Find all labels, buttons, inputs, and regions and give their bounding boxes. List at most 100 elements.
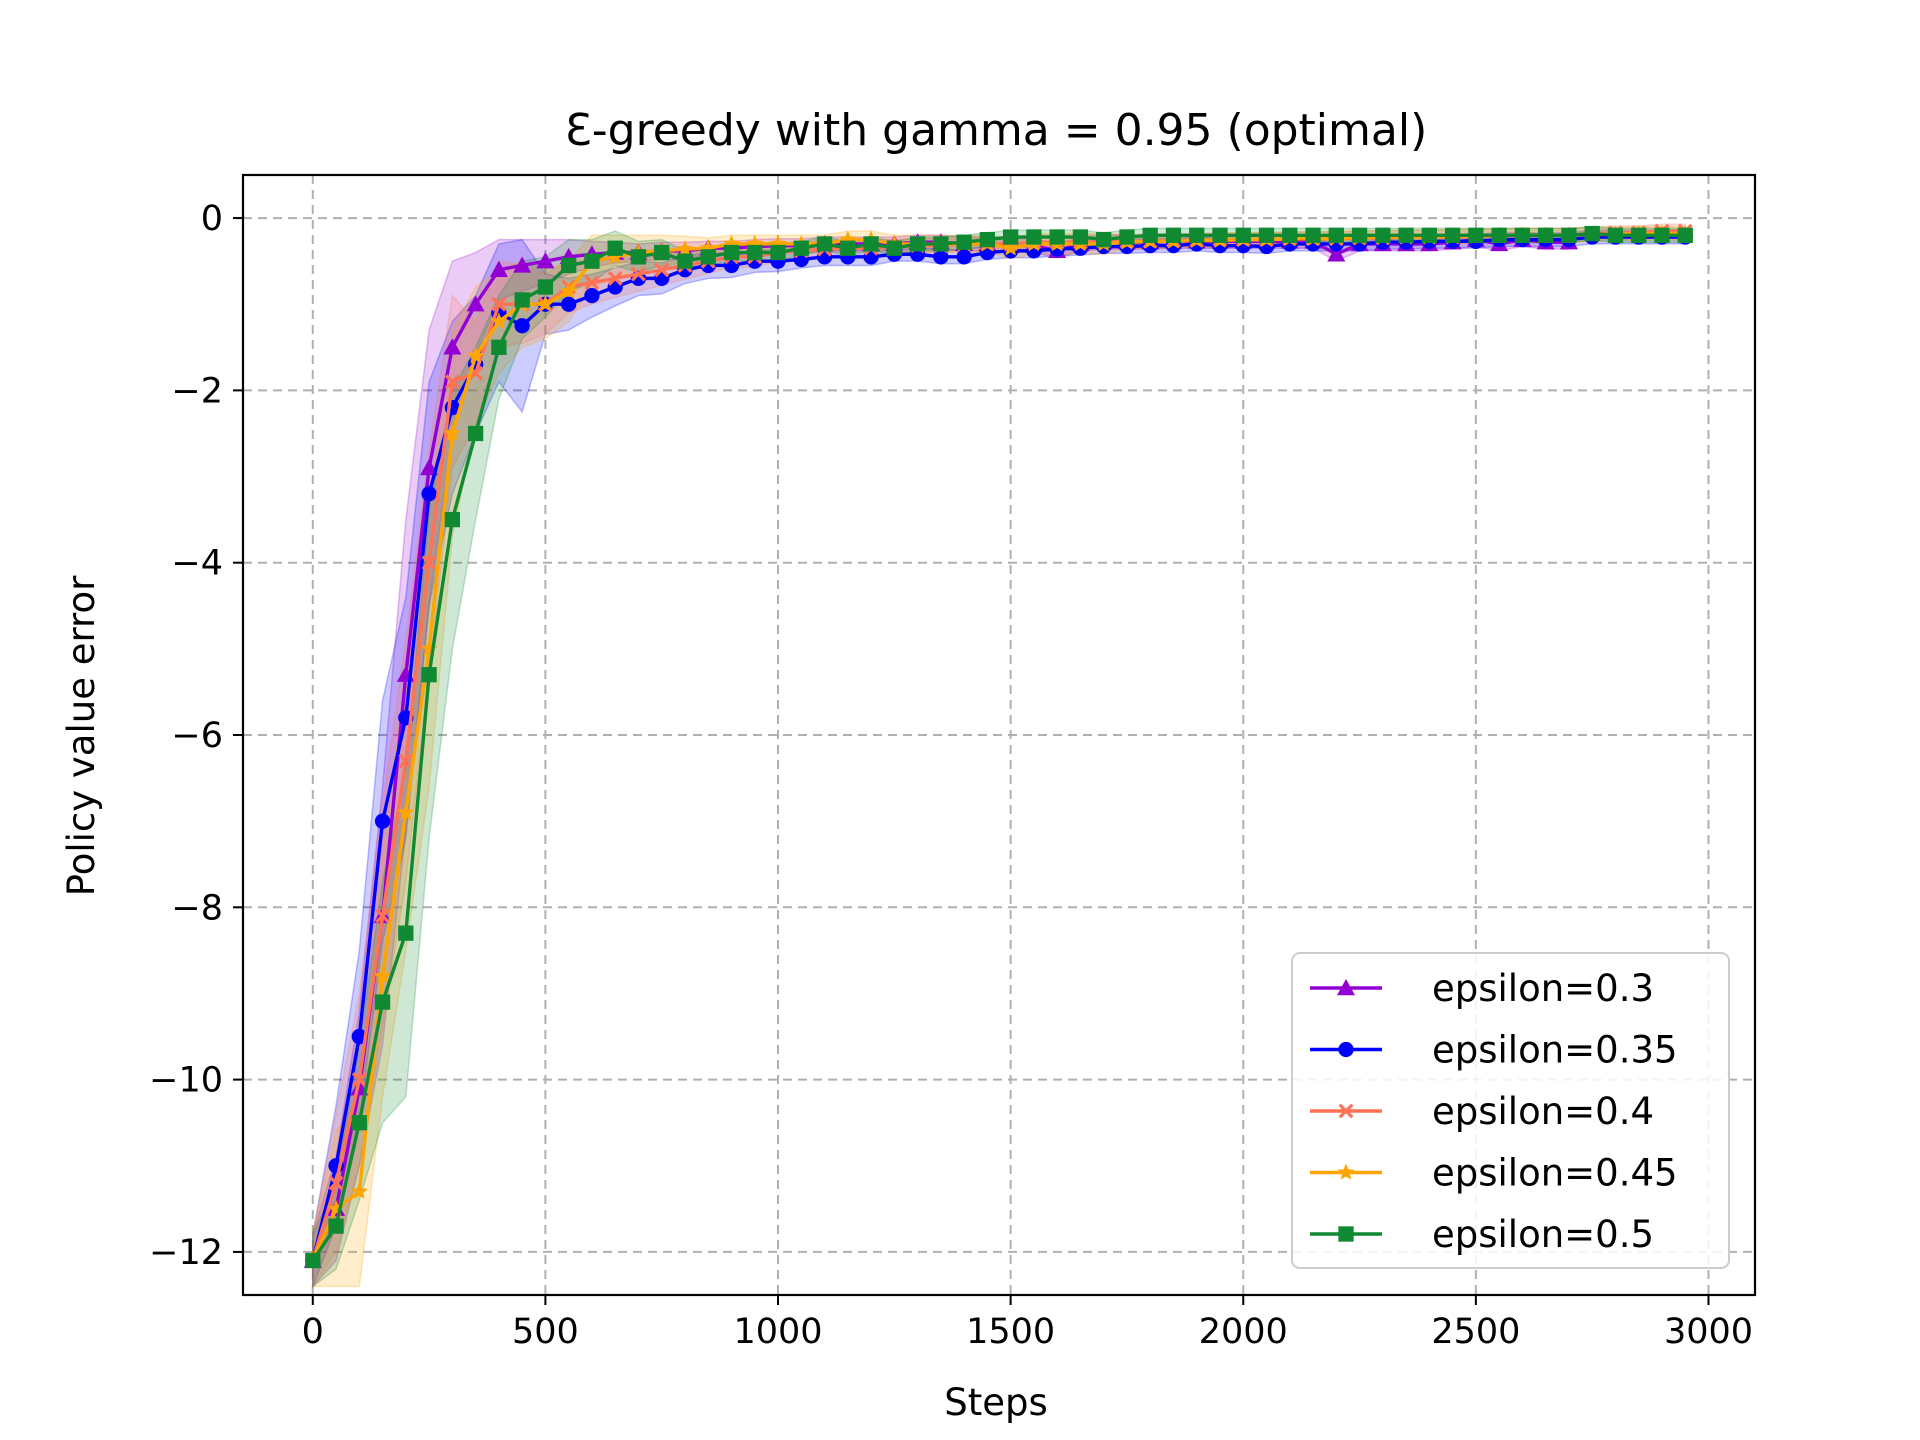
series-point xyxy=(654,244,670,261)
series-point xyxy=(467,425,484,442)
series-4 xyxy=(305,225,1693,1269)
legend-marker xyxy=(1338,1041,1354,1058)
series-point xyxy=(793,240,809,256)
x-tick-label: 1500 xyxy=(966,1312,1055,1352)
series-point xyxy=(840,240,856,256)
legend-item: epsilon=0.3 xyxy=(1310,967,1654,1010)
legend-marker xyxy=(1338,1103,1354,1119)
series-point xyxy=(677,253,693,269)
x-tick-label: 2500 xyxy=(1431,1312,1520,1352)
series-point xyxy=(1189,227,1205,243)
series-point xyxy=(1468,227,1484,243)
chart-title: Ɛ-greedy with gamma = 0.95 (optimal) xyxy=(565,105,1427,156)
series-point xyxy=(351,1072,367,1088)
series-point xyxy=(375,908,391,924)
series-point xyxy=(466,295,485,312)
series-point xyxy=(1282,227,1298,243)
x-tick-label: 1000 xyxy=(733,1312,822,1352)
x-axis-ticks: 0 500 1000 1500 2000 2500 3000 xyxy=(302,1295,1753,1352)
legend-marker xyxy=(1337,1163,1355,1180)
legend-item: epsilon=0.4 xyxy=(1310,1090,1654,1133)
series-point xyxy=(886,240,902,256)
series-point xyxy=(350,1182,368,1199)
series-lines xyxy=(303,223,1694,1269)
series-point xyxy=(398,925,414,941)
series-point xyxy=(816,236,833,252)
series-point xyxy=(443,338,462,355)
series-point xyxy=(1351,227,1368,243)
series-point xyxy=(560,282,578,299)
series-point xyxy=(491,339,507,355)
series-point xyxy=(444,511,461,528)
series-point xyxy=(584,287,600,304)
series-point xyxy=(561,257,577,274)
x-tick-label: 0 xyxy=(302,1312,324,1352)
series-point xyxy=(351,1115,367,1131)
series-point xyxy=(1514,227,1531,243)
series-point xyxy=(374,967,392,984)
series-point xyxy=(1537,227,1554,243)
series-point xyxy=(584,275,600,291)
y-tick-label: −4 xyxy=(171,544,223,584)
series-point xyxy=(1002,229,1019,245)
series-point xyxy=(444,374,460,390)
series-point xyxy=(631,266,646,282)
series-point xyxy=(1258,227,1275,243)
series-point xyxy=(1654,227,1670,243)
series-point xyxy=(490,312,508,329)
legend-label: epsilon=0.5 xyxy=(1432,1213,1654,1256)
series-point xyxy=(536,295,554,312)
series-point xyxy=(514,292,530,308)
series-point xyxy=(1677,227,1693,243)
series-point xyxy=(489,260,508,277)
series-point xyxy=(770,244,786,261)
series-point xyxy=(1444,227,1461,243)
series-point xyxy=(1375,227,1391,243)
series-point xyxy=(607,240,623,256)
series-point xyxy=(1561,227,1577,243)
y-tick-label: −2 xyxy=(171,371,223,411)
series-point xyxy=(630,249,647,265)
series-point xyxy=(584,253,600,269)
series-point xyxy=(398,753,414,769)
legend-label: epsilon=0.4 xyxy=(1432,1090,1654,1133)
series-point xyxy=(421,486,437,502)
legend-label: epsilon=0.3 xyxy=(1432,967,1654,1010)
series-point xyxy=(467,346,485,364)
series-point xyxy=(606,247,624,265)
series-point xyxy=(1142,227,1158,243)
legend-marker xyxy=(1338,1226,1354,1242)
series-point xyxy=(1096,231,1112,248)
series-point xyxy=(1398,227,1414,243)
x-tick-label: 3000 xyxy=(1664,1312,1753,1352)
series-point xyxy=(491,296,507,312)
series-point xyxy=(1235,227,1251,243)
series-point xyxy=(1026,229,1042,245)
series-point xyxy=(561,296,577,312)
legend-marker xyxy=(1337,979,1355,996)
y-tick-label: 0 xyxy=(201,199,223,239)
series-point xyxy=(676,240,694,257)
series-point xyxy=(654,262,670,278)
legend-label: epsilon=0.45 xyxy=(1432,1152,1678,1195)
series-point xyxy=(443,424,461,441)
series-point xyxy=(374,813,391,829)
x-axis-label: Steps xyxy=(944,1381,1048,1424)
series-point xyxy=(514,318,530,334)
series-point xyxy=(1119,229,1135,245)
series-point xyxy=(374,994,391,1010)
legend-box xyxy=(1291,952,1730,1269)
series-point xyxy=(1327,245,1346,262)
y-tick-label: −10 xyxy=(149,1061,223,1101)
series-point xyxy=(351,1028,367,1045)
x-tick-label: 2000 xyxy=(1199,1312,1288,1352)
series-point xyxy=(1002,239,1020,256)
series-point xyxy=(956,234,972,250)
series-point xyxy=(607,270,623,286)
series-point xyxy=(747,244,763,261)
series-point xyxy=(1584,225,1600,242)
y-tick-label: −12 xyxy=(149,1233,223,1273)
series-point xyxy=(1491,227,1507,243)
